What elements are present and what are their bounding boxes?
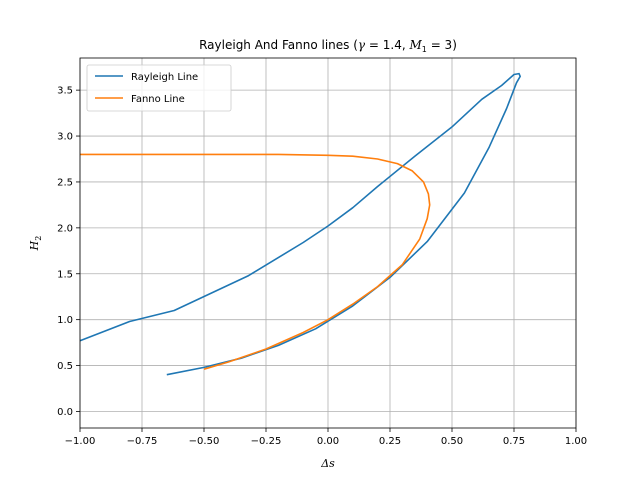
x-tick-label: −1.00 bbox=[65, 436, 96, 447]
x-axis: −1.00 −0.75 −0.50 −0.25 0.00 0.25 0.50 0.75 1.00 bbox=[65, 428, 587, 447]
y-tick-label: 3.0 bbox=[57, 132, 73, 143]
x-tick-label: −0.25 bbox=[251, 436, 282, 447]
x-tick-label: −0.75 bbox=[127, 436, 158, 447]
x-tick-label: 1.00 bbox=[565, 436, 587, 447]
y-tick-label: 0.5 bbox=[57, 361, 73, 372]
y-tick-label: 3.5 bbox=[57, 86, 73, 97]
x-tick-label: 0.00 bbox=[317, 436, 339, 447]
x-axis-label: Δs bbox=[320, 457, 335, 470]
series-lines bbox=[79, 72, 522, 376]
y-tick-label: 2.0 bbox=[57, 223, 73, 234]
y-tick-label: 0.0 bbox=[57, 407, 73, 418]
y-tick-label: 2.5 bbox=[57, 177, 73, 188]
series-fanno-line bbox=[80, 153, 431, 370]
legend-label-fanno: Fanno Line bbox=[131, 94, 185, 105]
legend-label-rayleigh: Rayleigh Line bbox=[131, 72, 198, 83]
x-tick-label: 0.50 bbox=[441, 436, 463, 447]
series-rayleigh-line bbox=[79, 72, 522, 376]
x-tick-label: −0.50 bbox=[189, 436, 220, 447]
x-tick-label: 0.25 bbox=[379, 436, 401, 447]
y-axis-label: H2 bbox=[28, 236, 43, 252]
chart-title: Rayleigh And Fanno lines (γ = 1.4, M1 = … bbox=[199, 38, 457, 54]
legend: Rayleigh Line Fanno Line bbox=[86, 64, 232, 112]
y-axis: 0.0 0.5 1.0 1.5 2.0 2.5 3.0 3.5 bbox=[57, 86, 80, 418]
x-tick-label: 0.75 bbox=[503, 436, 525, 447]
y-tick-label: 1.5 bbox=[57, 269, 73, 280]
y-tick-label: 1.0 bbox=[57, 315, 73, 326]
